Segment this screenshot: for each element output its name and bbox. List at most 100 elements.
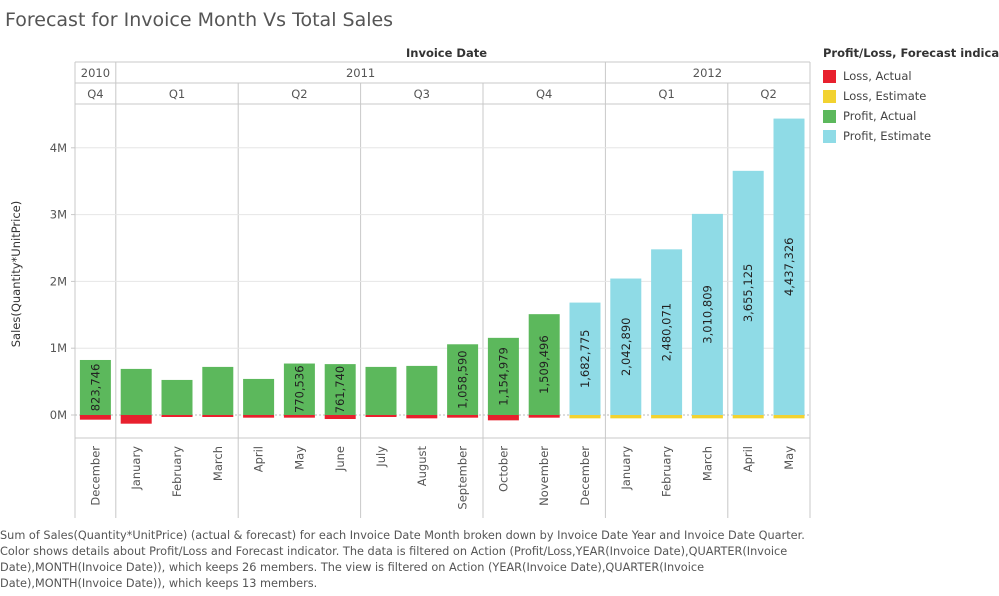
bar-profit-actual	[79, 359, 111, 415]
quarter-label: Q2	[291, 87, 307, 101]
data-label: 4,437,326	[782, 238, 796, 297]
x-tick-label: December	[578, 446, 592, 506]
bar-profit-actual	[243, 378, 275, 415]
legend-label: Profit, Actual	[843, 109, 917, 123]
bar-loss-actual	[79, 415, 111, 420]
data-label: 823,746	[88, 364, 102, 412]
legend-swatch	[823, 109, 836, 123]
data-label: 3,010,809	[700, 285, 714, 344]
year-label: 2011	[346, 66, 375, 80]
bar-profit-actual	[365, 366, 397, 415]
x-tick-label: February	[170, 446, 184, 497]
bar-loss-actual	[487, 415, 519, 421]
x-tick-label: May	[782, 446, 796, 470]
gridlines	[75, 147, 810, 416]
bar-profit-actual	[120, 368, 152, 415]
data-label: 2,042,890	[619, 318, 633, 377]
bar-loss-estimate	[732, 415, 764, 419]
bar-loss-actual	[447, 415, 479, 418]
bar-loss-actual	[283, 415, 315, 418]
x-tick-label: September	[456, 446, 470, 510]
x-tick-label: March	[700, 446, 714, 481]
y-tick-label: 1M	[50, 341, 67, 355]
bar-loss-estimate	[773, 415, 805, 419]
bar-profit-actual	[528, 314, 560, 415]
x-tick-label: January	[129, 446, 143, 491]
legend-swatch	[823, 89, 836, 103]
quarter-label: Q4	[87, 87, 103, 101]
legend-item-loss-actual[interactable]: Loss, Actual	[823, 66, 999, 86]
bar-profit-estimate	[732, 170, 764, 415]
chart-caption: Sum of Sales(Quantity*UnitPrice) (actual…	[0, 529, 805, 590]
bar-profit-estimate	[773, 118, 805, 416]
y-tick-label: 2M	[50, 274, 67, 288]
year-label: 2012	[693, 66, 722, 80]
bar-profit-actual	[324, 364, 356, 415]
legend-item-profit-actual[interactable]: Profit, Actual	[823, 106, 999, 126]
legend-swatch	[823, 129, 836, 143]
bar-profit-estimate	[691, 213, 723, 415]
quarter-label: Q2	[760, 87, 776, 101]
year-label: 2010	[81, 66, 110, 80]
data-label: 1,509,496	[537, 335, 551, 394]
quarter-label: Q3	[414, 87, 430, 101]
data-labels: 823,746 770,536 761,740 1,058,590 1,154,979 1…	[88, 238, 796, 414]
y-tick-label: 4M	[50, 141, 67, 155]
legend-item-profit-estimate[interactable]: Profit, Estimate	[823, 126, 999, 146]
bar-loss-actual	[365, 415, 397, 418]
data-label: 1,154,979	[496, 347, 510, 406]
bar-loss-actual	[202, 415, 234, 418]
x-tick-label: October	[496, 446, 510, 492]
bar-profit-actual	[202, 366, 234, 415]
axes: 0M 1M 2M 3M 4M Sales(Quantity*UnitPrice) Decem…	[9, 62, 811, 518]
quarter-label: Q1	[169, 87, 185, 101]
bar-profit-actual	[487, 337, 519, 415]
bar-loss-estimate	[691, 415, 723, 419]
x-tick-label: August	[415, 446, 429, 487]
x-tick-label: November	[537, 446, 551, 506]
bar-loss-estimate	[569, 415, 601, 419]
bar-profit-estimate	[569, 302, 601, 415]
chart-title: Forecast for Invoice Month Vs Total Sale…	[5, 9, 394, 31]
bar-loss-actual	[324, 415, 356, 420]
bar-profit-estimate	[651, 249, 683, 415]
quarter-label: Q4	[536, 87, 552, 101]
x-tick-label: July	[374, 446, 388, 468]
data-label: 3,655,125	[741, 264, 755, 323]
bar-profit-estimate	[610, 278, 642, 415]
y-axis-title: Sales(Quantity*UnitPrice)	[9, 201, 23, 348]
bar-loss-actual	[528, 415, 560, 418]
legend-title: Profit/Loss, Forecast indicator	[823, 46, 999, 60]
bar-loss-actual	[120, 415, 152, 424]
bar-loss-actual	[161, 415, 193, 418]
legend-swatch	[823, 69, 836, 83]
x-tick-label: April	[252, 446, 266, 472]
legend-label: Profit, Estimate	[843, 129, 932, 143]
x-tick-label: March	[211, 446, 225, 481]
bar-profit-actual	[283, 363, 315, 415]
legend: Profit/Loss, Forecast indicator Loss, Ac…	[823, 46, 999, 146]
bar-profit-actual	[447, 344, 479, 415]
y-tick-label: 0M	[50, 408, 67, 422]
legend-label: Loss, Actual	[843, 69, 912, 83]
y-tick-label: 3M	[50, 208, 67, 222]
legend-item-loss-estimate[interactable]: Loss, Estimate	[823, 86, 999, 106]
bar-chart: Invoice Date 2010 2011 2012 Q4 Q1 Q2 Q3 Q4 Q1 Q2 8…	[9, 46, 811, 518]
data-label: 761,740	[333, 366, 347, 414]
x-tick-label: May	[292, 446, 306, 470]
bar-profit-actual	[161, 379, 193, 415]
data-label: 1,058,590	[456, 350, 470, 409]
x-tick-label: February	[660, 446, 674, 497]
data-label: 2,480,071	[660, 303, 674, 362]
quarter-label: Q1	[658, 87, 674, 101]
x-tick-label: January	[619, 446, 633, 491]
column-header-title: Invoice Date	[406, 46, 487, 60]
x-tick-label: April	[741, 446, 755, 472]
data-label: 1,682,775	[578, 330, 592, 389]
data-label: 770,536	[292, 365, 306, 413]
bar-loss-estimate	[610, 415, 642, 419]
bar-profit-actual	[406, 365, 438, 415]
bar-loss-actual	[243, 415, 275, 418]
bar-loss-estimate	[651, 415, 683, 419]
column-headers: Invoice Date 2010 2011 2012 Q4 Q1 Q2 Q3 Q4 Q1 Q2	[75, 46, 810, 518]
